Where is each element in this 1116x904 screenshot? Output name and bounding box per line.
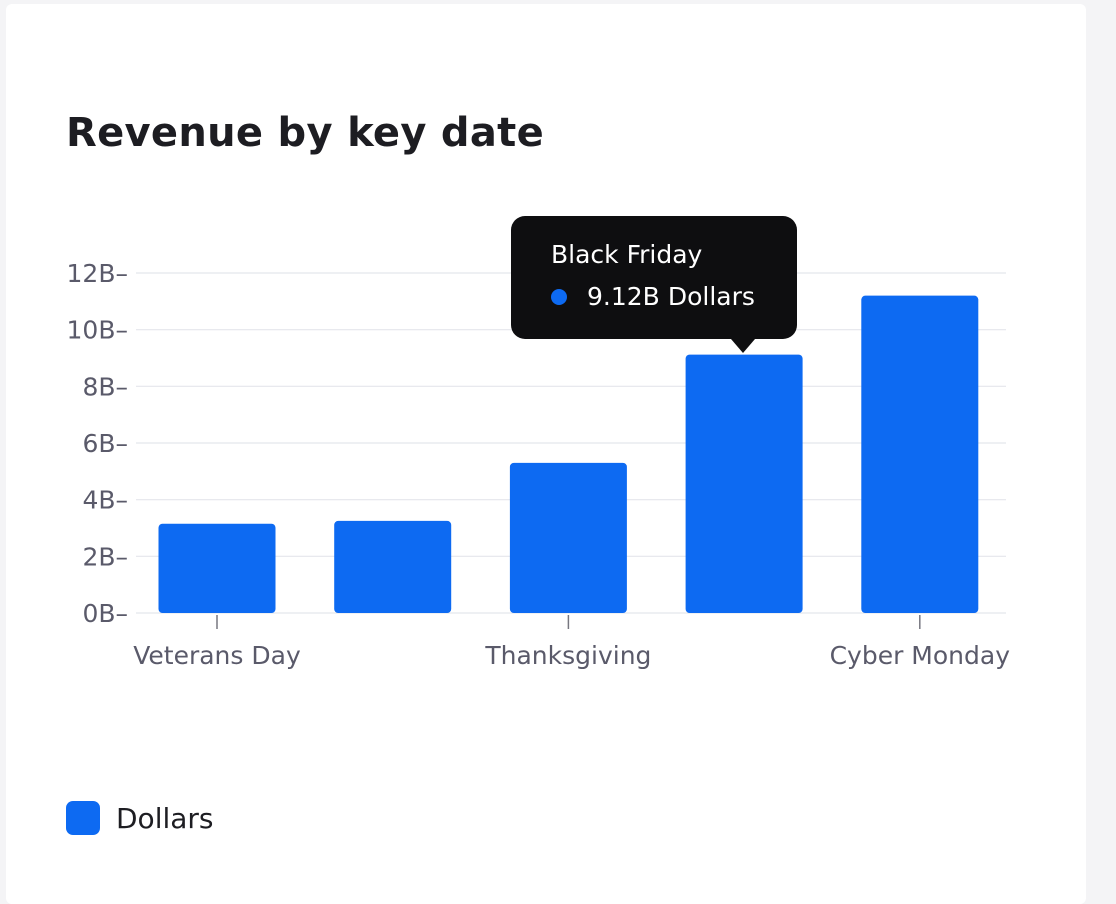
- x-tick-label: Veterans Day: [133, 641, 301, 670]
- tooltip-series-dot: [551, 288, 567, 305]
- y-tick-label: 10B–: [67, 316, 128, 345]
- bar: [509, 462, 627, 613]
- tooltip-value-row: 9.12B Dollars: [551, 282, 755, 311]
- bar: [158, 523, 276, 613]
- bar: [334, 520, 452, 613]
- legend-label: Dollars: [116, 801, 214, 835]
- legend-swatch: [66, 801, 100, 835]
- legend[interactable]: Dollars: [66, 800, 214, 836]
- x-tick-label: Thanksgiving: [484, 641, 651, 670]
- bar: [685, 354, 803, 613]
- y-tick-label: 12B–: [67, 259, 128, 288]
- y-tick-label: 8B–: [82, 372, 128, 401]
- y-tick-label: 2B–: [82, 542, 128, 571]
- x-tick-label: Cyber Monday: [830, 641, 1011, 670]
- y-tick-label: 0B–: [82, 599, 128, 628]
- y-tick-label: 6B–: [82, 429, 128, 458]
- tooltip: Black Friday 9.12B Dollars: [511, 216, 797, 353]
- tooltip-unit: Dollars: [667, 282, 755, 311]
- bar: [861, 295, 979, 613]
- chart-title: Revenue by key date: [66, 110, 545, 156]
- y-tick-label: 4B–: [82, 486, 128, 515]
- tooltip-title: Black Friday: [551, 240, 703, 269]
- tooltip-value: 9.12B: [587, 282, 660, 311]
